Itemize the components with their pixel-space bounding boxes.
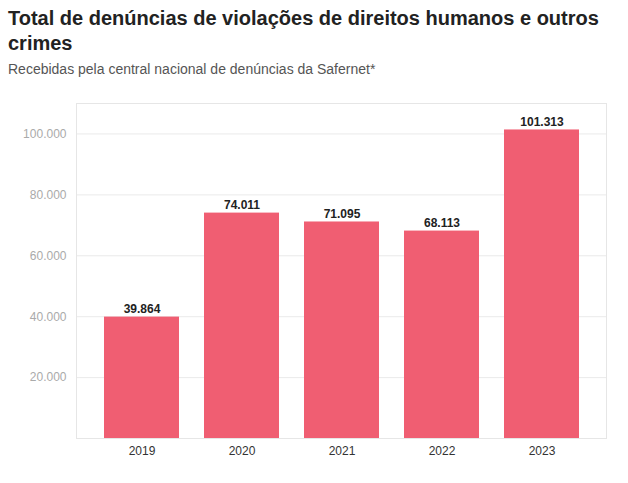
svg-text:74.011: 74.011 (224, 198, 260, 212)
svg-text:20.000: 20.000 (30, 370, 67, 384)
svg-text:2019: 2019 (129, 444, 156, 458)
svg-text:40.000: 40.000 (30, 310, 67, 324)
svg-text:2020: 2020 (229, 444, 256, 458)
svg-text:2021: 2021 (329, 444, 356, 458)
svg-text:39.864: 39.864 (124, 302, 161, 316)
svg-text:80.000: 80.000 (30, 188, 67, 202)
html-text:Total de denúncias de violaçõe: Total de denúncias de violações de direi… (8, 7, 599, 54)
svg-text:2022: 2022 (429, 444, 456, 458)
svg-text:101.313: 101.313 (520, 115, 564, 129)
svg-text:100.000: 100.000 (23, 127, 67, 141)
html-text:Recebidas pela central naciona: Recebidas pela central nacional de denún… (8, 61, 376, 77)
svg-text:60.000: 60.000 (30, 249, 67, 263)
svg-text:68.113: 68.113 (424, 216, 460, 230)
svg-text:2023: 2023 (529, 444, 556, 458)
svg-text:71.095: 71.095 (324, 207, 361, 221)
